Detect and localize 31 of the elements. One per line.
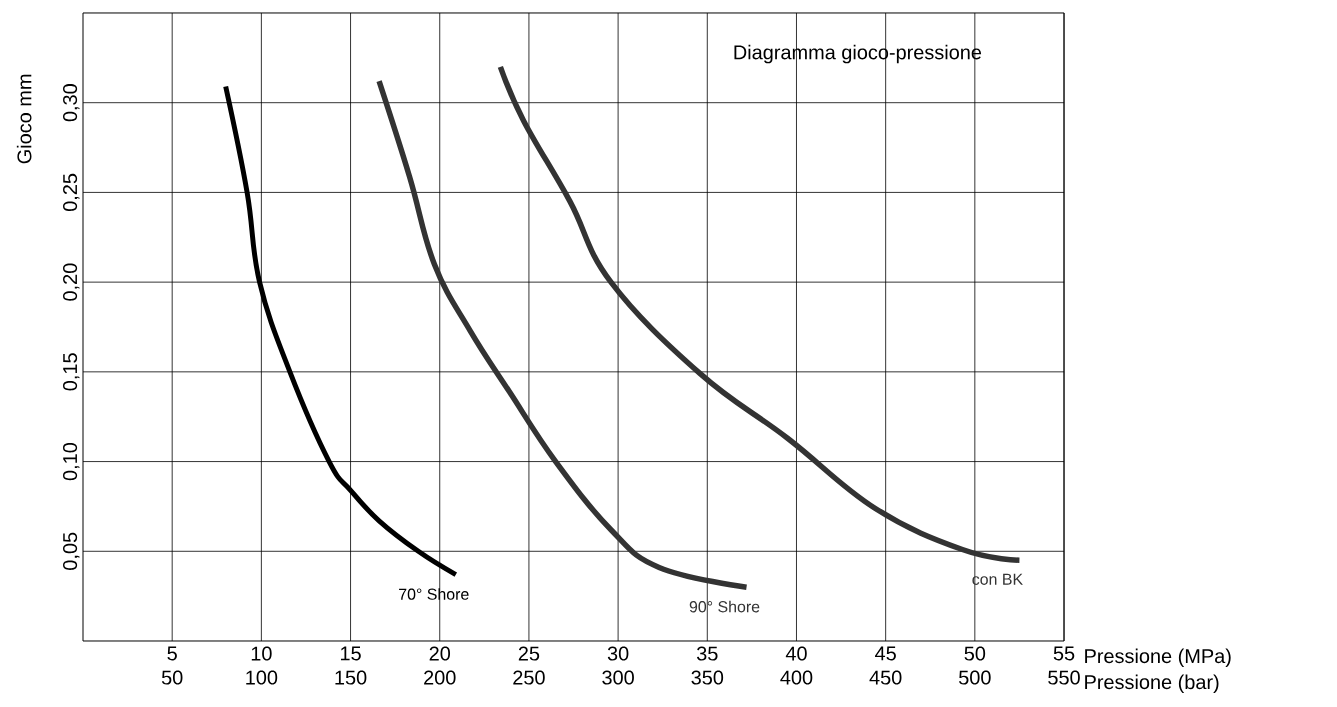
- x2-tick-label: 450: [869, 670, 902, 685]
- x-tick-label: 35: [696, 646, 718, 661]
- y-tick-label: 0,20: [63, 263, 80, 301]
- x2-tick-label: 200: [424, 670, 456, 685]
- x-tick-label: 20: [429, 646, 451, 661]
- x2-tick-label: 350: [691, 670, 724, 685]
- x-tick-label: 10: [251, 646, 272, 661]
- x-axis-title: Pressione (MPa): [1085, 648, 1231, 668]
- x-tick-label: 40: [785, 646, 807, 661]
- x-tick-label: 25: [518, 646, 540, 661]
- x-tick-label: 50: [964, 646, 986, 661]
- x-tick-label: 45: [875, 646, 896, 661]
- x2-tick-label: 300: [602, 670, 634, 685]
- x2-axis-title: Pressione (bar): [1085, 674, 1219, 694]
- y-tick-label: 0,05: [63, 532, 80, 570]
- y-axis-title: Gioco mm: [16, 74, 32, 164]
- y-tick-label: 0,15: [63, 353, 80, 391]
- x2-tick-label: 550: [1048, 670, 1080, 685]
- y-tick-label: 0,25: [63, 173, 80, 212]
- x-tick-label: 5: [167, 646, 177, 661]
- x-tick-label: 30: [607, 646, 629, 661]
- x-tick-label: 55: [1053, 646, 1075, 661]
- x-tick-label: 15: [340, 646, 361, 661]
- x2-tick-label: 400: [780, 670, 813, 685]
- x2-tick-label: 250: [513, 670, 545, 685]
- y-tick-label: 0,10: [63, 442, 80, 481]
- x2-tick-label: 100: [246, 670, 278, 685]
- x2-tick-label: 50: [161, 670, 183, 685]
- y-tick-label: 0,30: [63, 84, 80, 122]
- x2-tick-label: 150: [335, 670, 367, 685]
- x2-tick-label: 500: [959, 670, 991, 685]
